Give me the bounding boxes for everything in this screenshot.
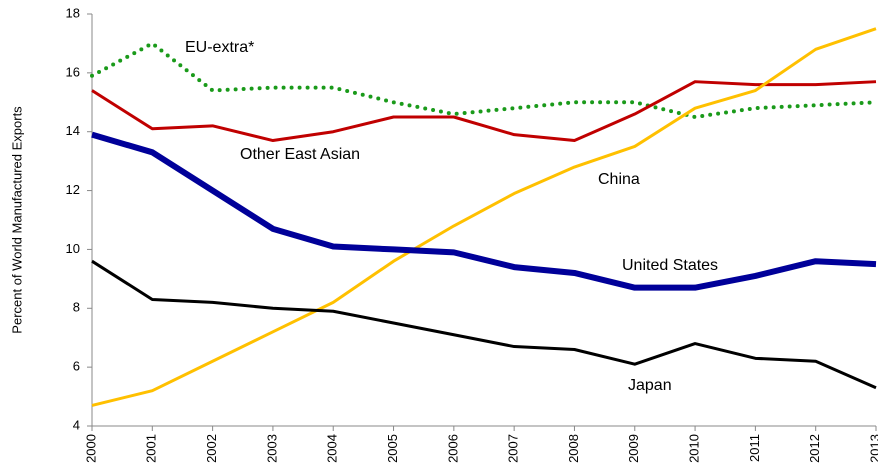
x-tick-label: 2003 — [264, 434, 279, 463]
y-tick-label: 4 — [73, 417, 80, 432]
series-label: Japan — [628, 377, 672, 394]
x-tick-label: 2009 — [626, 434, 641, 463]
x-tick-label: 2007 — [506, 434, 521, 463]
x-tick-label: 2008 — [566, 434, 581, 463]
y-axis-label: Percent of World Manufactured Exports — [9, 106, 24, 334]
series-label: United States — [622, 257, 718, 274]
x-tick-label: 2006 — [445, 434, 460, 463]
x-tick-label: 2013 — [867, 434, 878, 463]
series-line — [91, 27, 877, 407]
x-tick-label: 2010 — [687, 434, 702, 463]
y-tick-label: 12 — [66, 182, 80, 197]
x-tick-label: 2005 — [385, 434, 400, 463]
x-tick-label: 2004 — [325, 434, 340, 463]
x-tick-label: 2002 — [204, 434, 219, 463]
series-label: China — [598, 171, 640, 188]
y-tick-label: 14 — [66, 123, 80, 138]
series-label: Other East Asian — [240, 146, 360, 163]
y-tick-label: 10 — [66, 241, 80, 256]
y-tick-label: 16 — [66, 64, 80, 79]
y-tick-label: 18 — [66, 5, 80, 20]
y-tick-label: 8 — [73, 300, 80, 315]
series-line — [91, 259, 877, 390]
series-line — [91, 131, 877, 291]
x-tick-label: 2011 — [747, 434, 762, 462]
series-label: EU-extra* — [185, 39, 254, 56]
x-tick-label: 2001 — [144, 434, 159, 463]
x-tick-label: 2012 — [807, 434, 822, 463]
x-tick-label: 2000 — [83, 434, 98, 463]
series-line — [91, 80, 877, 143]
y-tick-label: 6 — [73, 359, 80, 374]
